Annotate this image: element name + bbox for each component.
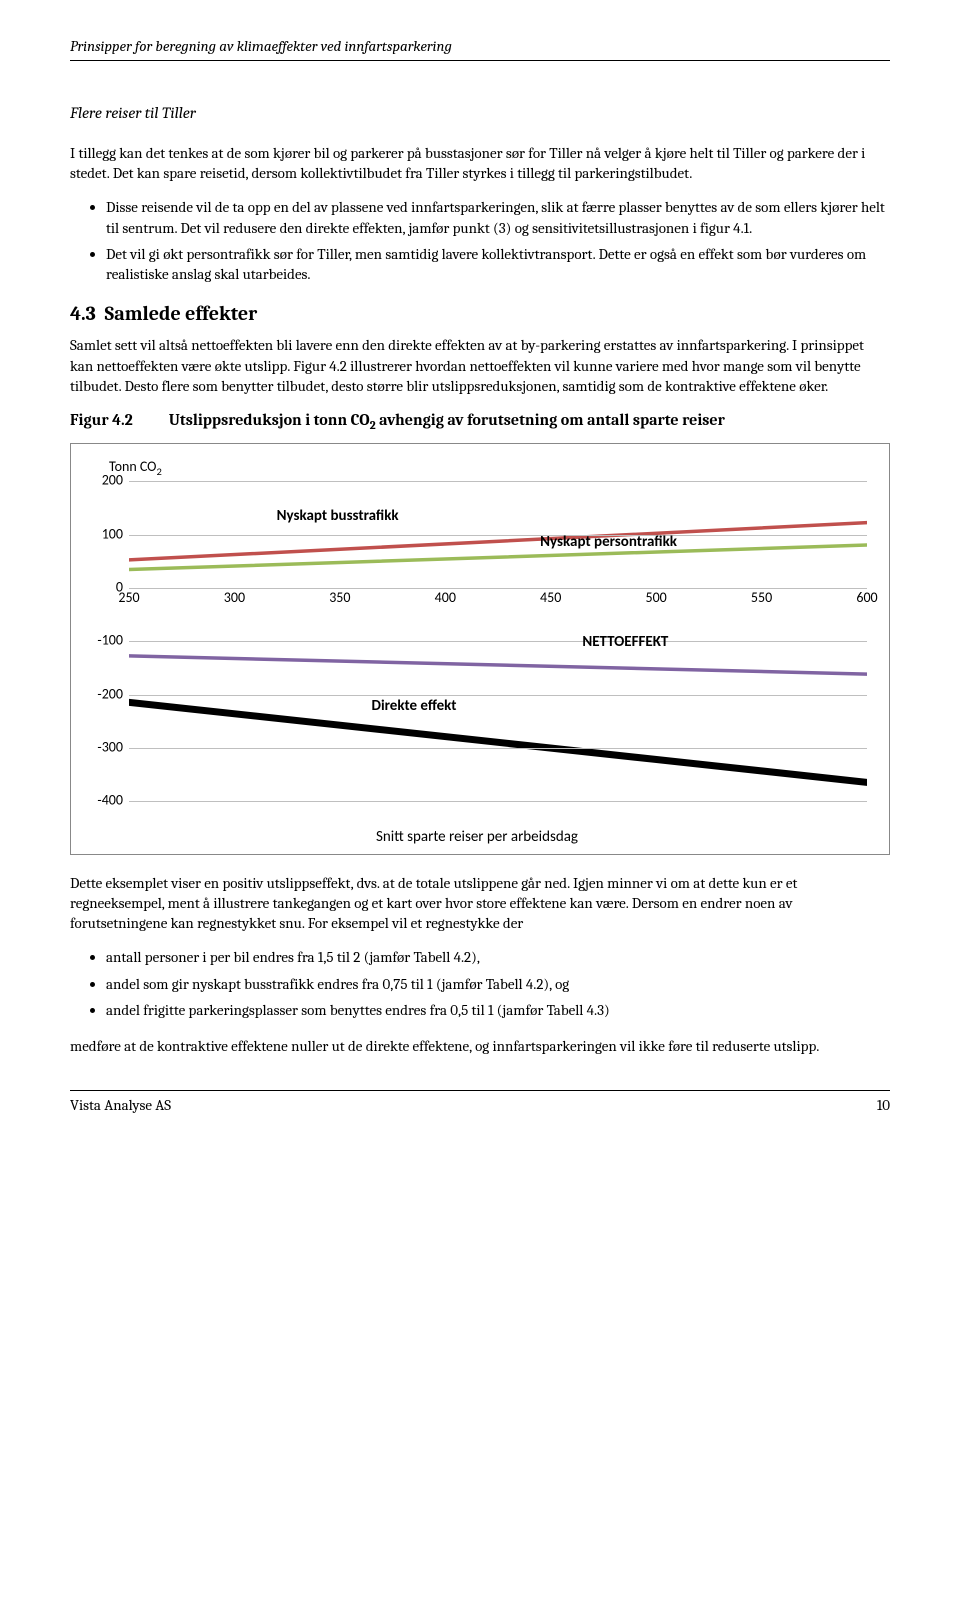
subsection-heading: 4.3 Samlede effekter xyxy=(70,300,890,327)
footer-publisher: Vista Analyse AS xyxy=(70,1095,171,1115)
subsection-title: Samlede effekter xyxy=(105,302,258,325)
subsection-number: 4.3 xyxy=(70,302,96,325)
y-tick-label: -200 xyxy=(83,685,123,704)
y-tick-label: -100 xyxy=(83,632,123,651)
figure-label: Figur 4.2 xyxy=(70,410,133,433)
list-item: Disse reisende vil de ta opp en del av p… xyxy=(106,197,890,238)
y-tick-label: -300 xyxy=(83,739,123,758)
chart-series-label-nyskapt-persontrafikk: Nyskapt persontrafikk xyxy=(540,532,677,552)
chart-container: Tonn CO2 -400 -300 -200 -100 0 100 200 250 300 35… xyxy=(70,443,890,854)
figure-title-pre: Utslippsreduksjon i tonn CO xyxy=(169,411,370,429)
x-tick-label: 300 xyxy=(224,589,245,608)
list-item: andel som gir nyskapt busstrafikk endres… xyxy=(106,974,890,994)
header-rule xyxy=(70,60,890,61)
x-tick-label: 500 xyxy=(645,589,666,608)
chart-series-direkte-effekt xyxy=(129,703,867,783)
chart-series-nettoeffekt xyxy=(129,656,867,674)
x-tick-label: 550 xyxy=(751,589,772,608)
x-tick-label: 350 xyxy=(329,589,350,608)
chart-gridline xyxy=(129,801,867,802)
y-tick-label: -400 xyxy=(83,792,123,811)
chart-gridline xyxy=(129,695,867,696)
closing-paragraph: medføre at de kontraktive effektene null… xyxy=(70,1036,890,1056)
chart-gridline xyxy=(129,535,867,536)
running-head: Prinsipper for beregning av klimaeffekte… xyxy=(70,36,890,56)
bullet-list-2: antall personer i per bil endres fra 1,5… xyxy=(70,947,890,1020)
list-item: andel frigitte parkeringsplasser som ben… xyxy=(106,1000,890,1020)
x-tick-label: 600 xyxy=(856,589,877,608)
list-item: antall personer i per bil endres fra 1,5… xyxy=(106,947,890,967)
chart-gridline xyxy=(129,481,867,482)
chart-series-label-direkte-effekt: Direkte effekt xyxy=(371,696,456,716)
figure-caption: Figur 4.2 Utslippsreduksjon i tonn CO2 a… xyxy=(70,410,890,433)
footer-rule xyxy=(70,1090,890,1091)
chart-gridline xyxy=(129,641,867,642)
section-paragraph: Samlet sett vil altså nettoeffekten bli … xyxy=(70,335,890,396)
y-tick-label: 200 xyxy=(83,472,123,491)
chart-series-label-nyskapt-busstrafikk: Nyskapt busstrafikk xyxy=(277,506,399,526)
chart-y-axis-title: Tonn CO2 xyxy=(109,458,867,479)
x-tick-label: 450 xyxy=(540,589,561,608)
footer-page-number: 10 xyxy=(877,1095,890,1115)
list-item: Det vil gi økt persontrafikk sør for Til… xyxy=(106,244,890,285)
x-tick-label: 400 xyxy=(435,589,456,608)
y-title-sub: 2 xyxy=(156,465,161,478)
y-tick-label: 0 xyxy=(83,579,123,598)
chart-gridline xyxy=(129,748,867,749)
chart-series-nyskapt-busstrafikk xyxy=(129,523,867,560)
figure-title: Utslippsreduksjon i tonn CO2 avhengig av… xyxy=(169,410,890,433)
chart-series-nyskapt-persontrafikk xyxy=(129,545,867,570)
chart-x-axis-title: Snitt sparte reiser per arbeidsdag xyxy=(87,827,867,847)
figure-title-post: avhengig av forutsetning om antall spart… xyxy=(376,411,725,429)
after-chart-paragraph: Dette eksemplet viser en positiv utslipp… xyxy=(70,873,890,934)
section-title: Flere reiser til Tiller xyxy=(70,103,890,125)
intro-paragraph: I tillegg kan det tenkes at de som kjøre… xyxy=(70,143,890,184)
y-tick-label: 100 xyxy=(83,525,123,544)
x-tick-label: 250 xyxy=(118,589,139,608)
chart-plot-area: -400-300-200-100010020025030035040045050… xyxy=(129,481,867,801)
bullet-list-1: Disse reisende vil de ta opp en del av p… xyxy=(70,197,890,284)
page-footer: Vista Analyse AS 10 xyxy=(70,1095,890,1115)
chart-series-label-nettoeffekt: NETTOEFFEKT xyxy=(582,632,668,652)
